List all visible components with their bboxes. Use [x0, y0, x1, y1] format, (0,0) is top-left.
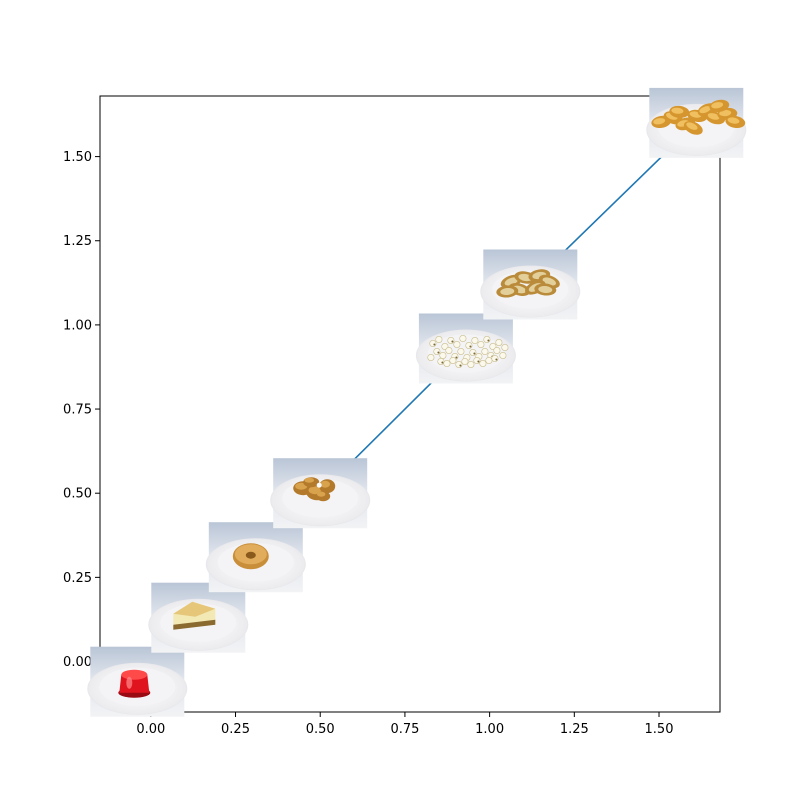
- x-tick-label: 0.75: [390, 722, 419, 737]
- y-axis: 0.00 0.25 0.50 0.75 1.00 1.25 1.50: [63, 150, 100, 670]
- y-tick-label: 1.25: [63, 234, 92, 249]
- y-tick-label: 0.00: [63, 655, 92, 670]
- chips-icon: [646, 87, 747, 158]
- fried-slices-icon: [480, 249, 581, 320]
- donut-icon: [205, 522, 306, 593]
- x-tick-label: 1.00: [475, 722, 504, 737]
- x-tick-label: 0.25: [221, 722, 250, 737]
- y-tick-label: 0.50: [63, 487, 92, 502]
- chicken-nuggets-icon: [270, 458, 371, 529]
- x-tick-label: 1.50: [645, 722, 674, 737]
- popcorn-icon: [415, 313, 516, 384]
- axes-frame: [99, 95, 721, 713]
- y-tick-label: 1.00: [63, 318, 92, 333]
- red-gelatin-icon: [87, 646, 188, 717]
- food-thumbnails: [87, 87, 747, 717]
- x-tick-label: 0.00: [136, 722, 165, 737]
- y-tick-label: 0.75: [63, 403, 92, 418]
- x-axis: 0.00 0.25 0.50 0.75 1.00 1.25 1.50: [136, 712, 673, 737]
- y-tick-label: 1.50: [63, 150, 92, 165]
- x-tick-label: 0.50: [306, 722, 335, 737]
- x-tick-label: 1.25: [560, 722, 589, 737]
- y-tick-label: 0.25: [63, 571, 92, 586]
- cheesecake-icon: [148, 582, 249, 653]
